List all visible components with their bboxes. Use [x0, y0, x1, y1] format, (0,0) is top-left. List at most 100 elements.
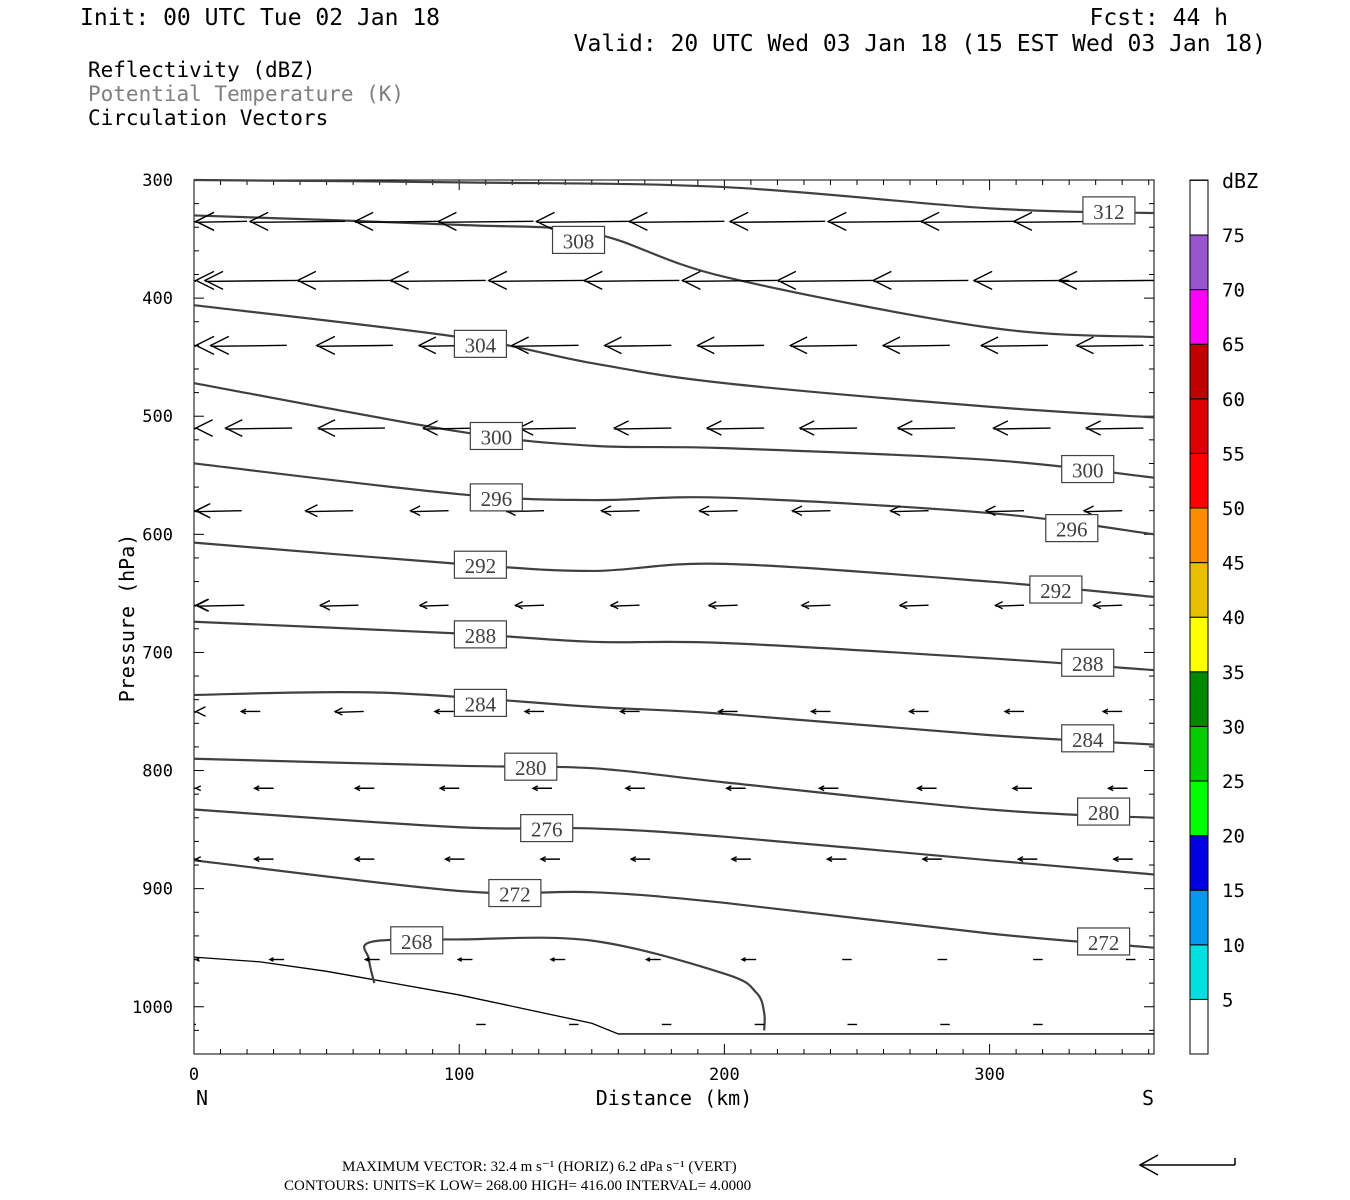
- circulation-vector: [972, 270, 1070, 291]
- vector-head: [194, 706, 206, 717]
- vector-shaft: [699, 510, 738, 513]
- vector-head: [549, 957, 555, 962]
- y-tick-label: 900: [142, 880, 173, 900]
- vector-head: [599, 505, 612, 517]
- vector-head: [790, 505, 803, 517]
- circulation-vector: [549, 957, 566, 962]
- contour-label-box: [520, 813, 574, 843]
- vector-shaft: [974, 279, 1070, 283]
- vector-shaft: [777, 279, 873, 283]
- vector-head: [1075, 336, 1094, 355]
- circulation-vector: [817, 785, 839, 792]
- circulation-vector: [728, 211, 826, 231]
- vector-head: [609, 601, 619, 610]
- vector-shaft: [883, 344, 950, 348]
- circulation-vector: [194, 856, 202, 863]
- vector-head: [1003, 708, 1011, 715]
- contour-label-box: [1077, 927, 1131, 956]
- vector-head: [535, 211, 555, 231]
- circulation-vector: [195, 598, 245, 612]
- vector-head: [194, 785, 202, 792]
- vector-head: [972, 270, 993, 291]
- vector-head: [248, 211, 269, 231]
- circulation-vector: [609, 601, 640, 610]
- circulation-vector: [517, 420, 576, 436]
- colorbar-label-40: 40: [1222, 607, 1245, 629]
- circulation-vector: [353, 856, 375, 863]
- vector-head: [798, 420, 815, 436]
- vector-head: [456, 957, 463, 962]
- contour-label-288: 288: [1061, 648, 1115, 677]
- vector-shaft: [604, 344, 672, 348]
- vector-head: [740, 957, 746, 962]
- circulation-vector: [624, 785, 645, 792]
- circulation-vector: [438, 785, 460, 792]
- circulation-vector: [826, 211, 924, 231]
- circulation-vector: [315, 335, 393, 355]
- vector-head: [582, 270, 603, 291]
- contour-label-272: 272: [488, 878, 542, 908]
- vector-head: [438, 785, 446, 792]
- colorbar-swatch-50: [1189, 452, 1209, 509]
- vector-head: [644, 957, 651, 962]
- contour-label-284: 284: [453, 688, 508, 718]
- colorbar-label-45: 45: [1222, 553, 1245, 575]
- contour-label-308: 308: [551, 225, 606, 255]
- vector-shaft: [335, 710, 364, 714]
- contour-label-300: 300: [1061, 454, 1115, 484]
- vector-shaft: [981, 344, 1048, 348]
- vector-head: [896, 420, 913, 436]
- contour-label-box: [488, 878, 542, 908]
- colorbar-swatch-15: [1189, 835, 1209, 891]
- contour-label-box: [551, 225, 606, 255]
- colorbar-swatch-45: [1189, 507, 1209, 564]
- contour-label-box: [1045, 513, 1099, 543]
- vector-head: [203, 270, 224, 291]
- max-vector-note: MAXIMUM VECTOR: 32.4 m s⁻¹ (HORIZ) 6.2 d…: [342, 1159, 737, 1175]
- vector-head: [612, 420, 629, 436]
- contour-300: [193, 382, 1155, 479]
- circulation-vector: [979, 336, 1048, 355]
- x-tick-label: 200: [709, 1065, 740, 1085]
- circulation-vector: [680, 270, 778, 291]
- vector-head: [696, 336, 715, 355]
- colorbar-swatch-65: [1189, 289, 1209, 345]
- vector-head: [523, 708, 531, 715]
- circulation-vector: [740, 957, 757, 962]
- colorbar-swatch-10: [1189, 889, 1209, 946]
- circulation-vector: [788, 336, 857, 355]
- vector-shaft: [792, 510, 831, 513]
- vector-shaft: [1093, 604, 1123, 607]
- vector-head: [194, 211, 215, 231]
- vector-shaft: [1058, 279, 1155, 283]
- colorbar-label-30: 30: [1222, 716, 1245, 738]
- contour-label-268: 268: [390, 926, 444, 955]
- vector-shaft: [614, 427, 672, 430]
- vector-head: [809, 708, 817, 715]
- circulation-vector: [252, 785, 274, 792]
- circulation-vector: [629, 856, 651, 863]
- contour-label-280: 280: [1077, 797, 1131, 826]
- circulation-vector: [582, 270, 680, 291]
- vector-head: [418, 601, 428, 610]
- vector-shaft: [799, 427, 857, 430]
- init-time: Init: 00 UTC Tue 02 Jan 18: [80, 5, 440, 31]
- contour-label-box: [1077, 797, 1131, 826]
- contour-label-296: 296: [1045, 513, 1099, 543]
- circulation-vector: [193, 270, 215, 291]
- end-label-south: S: [1142, 1086, 1154, 1110]
- colorbar-label-65: 65: [1222, 334, 1245, 356]
- vector-head: [627, 211, 648, 231]
- vector-shaft: [420, 604, 449, 607]
- colorbar-label-10: 10: [1222, 935, 1245, 957]
- vector-shaft: [709, 604, 738, 607]
- vector-head: [239, 708, 247, 715]
- vector-head: [921, 856, 928, 863]
- circulation-vector: [1082, 505, 1123, 517]
- vector-head: [881, 336, 901, 355]
- vector-shaft: [697, 344, 765, 348]
- vector-head: [817, 785, 825, 792]
- vector-head: [1106, 785, 1114, 792]
- colorbar-swatch-25: [1189, 725, 1209, 782]
- colorbar-swatch-40: [1189, 562, 1209, 618]
